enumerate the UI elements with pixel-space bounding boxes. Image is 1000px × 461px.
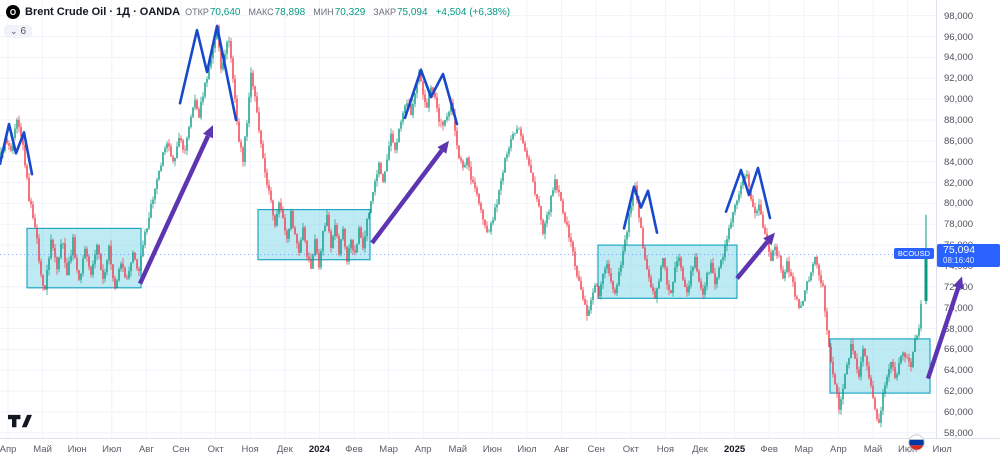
peak-zigzag — [403, 68, 459, 126]
consolidation-box — [26, 227, 142, 289]
time-axis-label: Май — [33, 444, 52, 455]
price-axis-label: 68,000 — [944, 323, 974, 335]
price-axis-label: 82,000 — [944, 177, 974, 189]
high-value: 78,898 — [274, 6, 306, 18]
time-axis-label: Мар — [379, 444, 398, 455]
time-axis-label: Май — [863, 444, 883, 455]
peak-zigzag — [622, 185, 659, 234]
consolidation-box — [829, 338, 931, 394]
low-label: МИН — [313, 6, 334, 17]
trend-arrow — [735, 240, 770, 280]
symbol-logo-icon: O — [6, 5, 20, 19]
tradingview-logo[interactable] — [8, 414, 32, 429]
time-axis-label: Май — [448, 444, 468, 455]
last-candle-body — [924, 254, 928, 301]
open-label: ОТКР — [185, 6, 209, 17]
price-axis-label: 90,000 — [944, 94, 974, 106]
time-axis-label: 2025 — [724, 444, 746, 455]
price-axis-label: 92,000 — [944, 73, 974, 85]
time-axis-label: Апр — [0, 444, 17, 455]
time-axis-label: Июл — [932, 444, 952, 455]
time-axis-label: Сен — [587, 444, 605, 455]
trend-arrow — [137, 135, 211, 285]
time-axis-label: Окт — [207, 444, 224, 455]
symbol-legend: O Brent Crude Oil · 1Д · OANDA ОТКР 70,64… — [6, 5, 510, 19]
time-axis-label: Сен — [172, 444, 190, 455]
time-axis-label: Ноя — [656, 444, 675, 455]
trend-arrow-head — [203, 125, 213, 139]
candlestick-series — [0, 24, 928, 428]
trend-arrows[interactable] — [137, 125, 964, 380]
price-axis-label: 98,000 — [944, 10, 974, 22]
time-axis-label: Июн — [897, 444, 918, 455]
price-axis-label: 62,000 — [944, 386, 974, 398]
price-axis-label: 84,000 — [944, 156, 974, 168]
price-line-symbol-tag: BCOUSD — [893, 247, 934, 259]
close-value: 75,094 — [396, 6, 428, 18]
price-axis-label: 58,000 — [944, 427, 974, 439]
time-axis[interactable]: Апр Май Июн Июл Авг Сен Окт Ноя Дек 2024 Фев Мар Апр… — [0, 438, 1000, 461]
price-axis[interactable]: 98,000 96,000 94,000 92,000 90,000 88,000 86,0… — [936, 0, 1000, 439]
object-count: 6 — [20, 26, 27, 37]
open-value: 70,640 — [209, 6, 241, 18]
price-axis-label: 80,000 — [944, 198, 974, 210]
time-axis-label: 2024 — [308, 444, 330, 455]
price-axis-label: 78,000 — [944, 219, 974, 231]
price-axis-label: 66,000 — [944, 344, 974, 356]
chevron-down-icon: ⌄ — [10, 26, 18, 36]
time-axis-label: Июл — [102, 444, 122, 455]
time-axis-label: Июл — [517, 444, 537, 455]
symbol-title[interactable]: Brent Crude Oil · 1Д · OANDA — [25, 6, 181, 18]
consolidation-boxes[interactable] — [26, 209, 931, 394]
trend-arrow — [370, 149, 444, 245]
time-axis-label: Окт — [622, 444, 639, 455]
time-axis-label: Апр — [830, 444, 847, 455]
time-axis-label: Авг — [554, 444, 570, 455]
high-label: МАКС — [248, 6, 274, 17]
bar-countdown: 08:16:40 — [943, 255, 975, 265]
last-price: 75,094 — [943, 243, 976, 256]
locale-flag-icon[interactable] — [908, 434, 925, 451]
low-value: 70,329 — [334, 6, 366, 18]
peak-zigzag — [0, 122, 34, 176]
time-axis-label: Дек — [276, 444, 293, 455]
price-axis-label: 64,000 — [944, 365, 974, 377]
time-axis-label: Авг — [138, 444, 154, 455]
close-label: ЗАКР — [373, 6, 396, 17]
trend-arrow-head — [763, 232, 775, 246]
time-axis-label: Дек — [692, 444, 708, 455]
change-value: +4,504 (+6,38%) — [435, 6, 511, 18]
time-axis-label: Апр — [414, 444, 432, 455]
price-axis-label: 86,000 — [944, 135, 974, 147]
last-price-badge[interactable]: 75,094 08:16:40 — [937, 243, 1000, 267]
time-axis-label: Фев — [760, 444, 778, 455]
peak-zigzag — [724, 166, 772, 220]
consolidation-box — [257, 209, 371, 261]
peak-markers[interactable] — [0, 24, 772, 234]
price-axis-label: 94,000 — [944, 52, 974, 64]
peak-zigzag — [178, 24, 238, 122]
price-axis-label: 88,000 — [944, 114, 974, 126]
time-axis-label: Ноя — [241, 444, 259, 455]
price-axis-label: 96,000 — [944, 31, 974, 43]
object-tree-chip[interactable]: ⌄ 6 — [4, 25, 33, 38]
consolidation-box — [597, 244, 738, 299]
grid-lines — [0, 0, 936, 438]
time-axis-label: Июн — [482, 444, 502, 455]
time-axis-label: Мар — [794, 444, 814, 455]
price-axis-label: 60,000 — [944, 406, 974, 418]
price-axis-label: 70,000 — [944, 302, 974, 314]
time-axis-label: Июн — [67, 444, 87, 455]
time-axis-label: Фев — [345, 444, 363, 455]
price-axis-label: 72,000 — [944, 281, 974, 293]
trend-arrow-head — [437, 140, 449, 154]
